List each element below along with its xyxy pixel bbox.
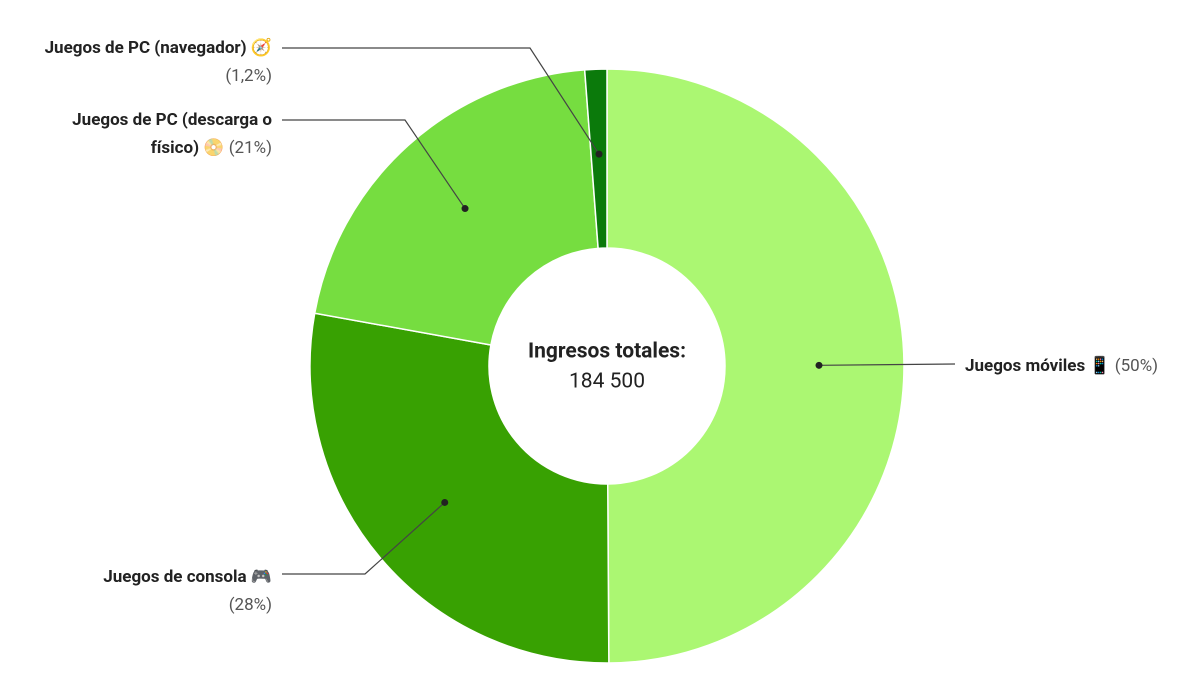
value-label: (21%) — [228, 138, 272, 158]
leader-line — [282, 47, 600, 155]
center-value: 184 500 — [569, 370, 645, 394]
value-label: (28%) — [228, 595, 272, 615]
donut-slice — [313, 69, 599, 346]
leader-dot — [815, 361, 823, 369]
value-label: (1,2%) — [225, 66, 272, 86]
category-label: Juegos móviles 📱 — [965, 356, 1111, 376]
donut-slice — [583, 68, 608, 250]
center-label: Ingresos totales: — [528, 340, 686, 364]
slice-label: Juegos de consola 🎮 (28%) — [62, 563, 272, 619]
value-label: (50%) — [1114, 356, 1159, 376]
slice-label: Juegos de PC (navegador) 🧭 (1,2%) — [22, 34, 272, 90]
donut-slice — [309, 312, 610, 664]
leader-line — [282, 501, 446, 575]
category-label: Juegos de PC (navegador) 🧭 — [44, 38, 272, 58]
leader-dot — [595, 150, 603, 158]
slice-label: Juegos de PC (descarga o físico) 📀 (21%) — [22, 106, 272, 162]
category-label: Juegos de PC (descarga o físico) 📀 — [72, 110, 272, 158]
leader-line — [282, 119, 466, 209]
donut-slice — [606, 68, 905, 664]
category-label: Juegos de consola 🎮 — [103, 567, 272, 587]
leader-line — [818, 363, 956, 366]
slice-label: Juegos móviles 📱 (50%) — [965, 352, 1200, 380]
leader-dot — [441, 498, 449, 506]
leader-dot — [461, 205, 469, 213]
